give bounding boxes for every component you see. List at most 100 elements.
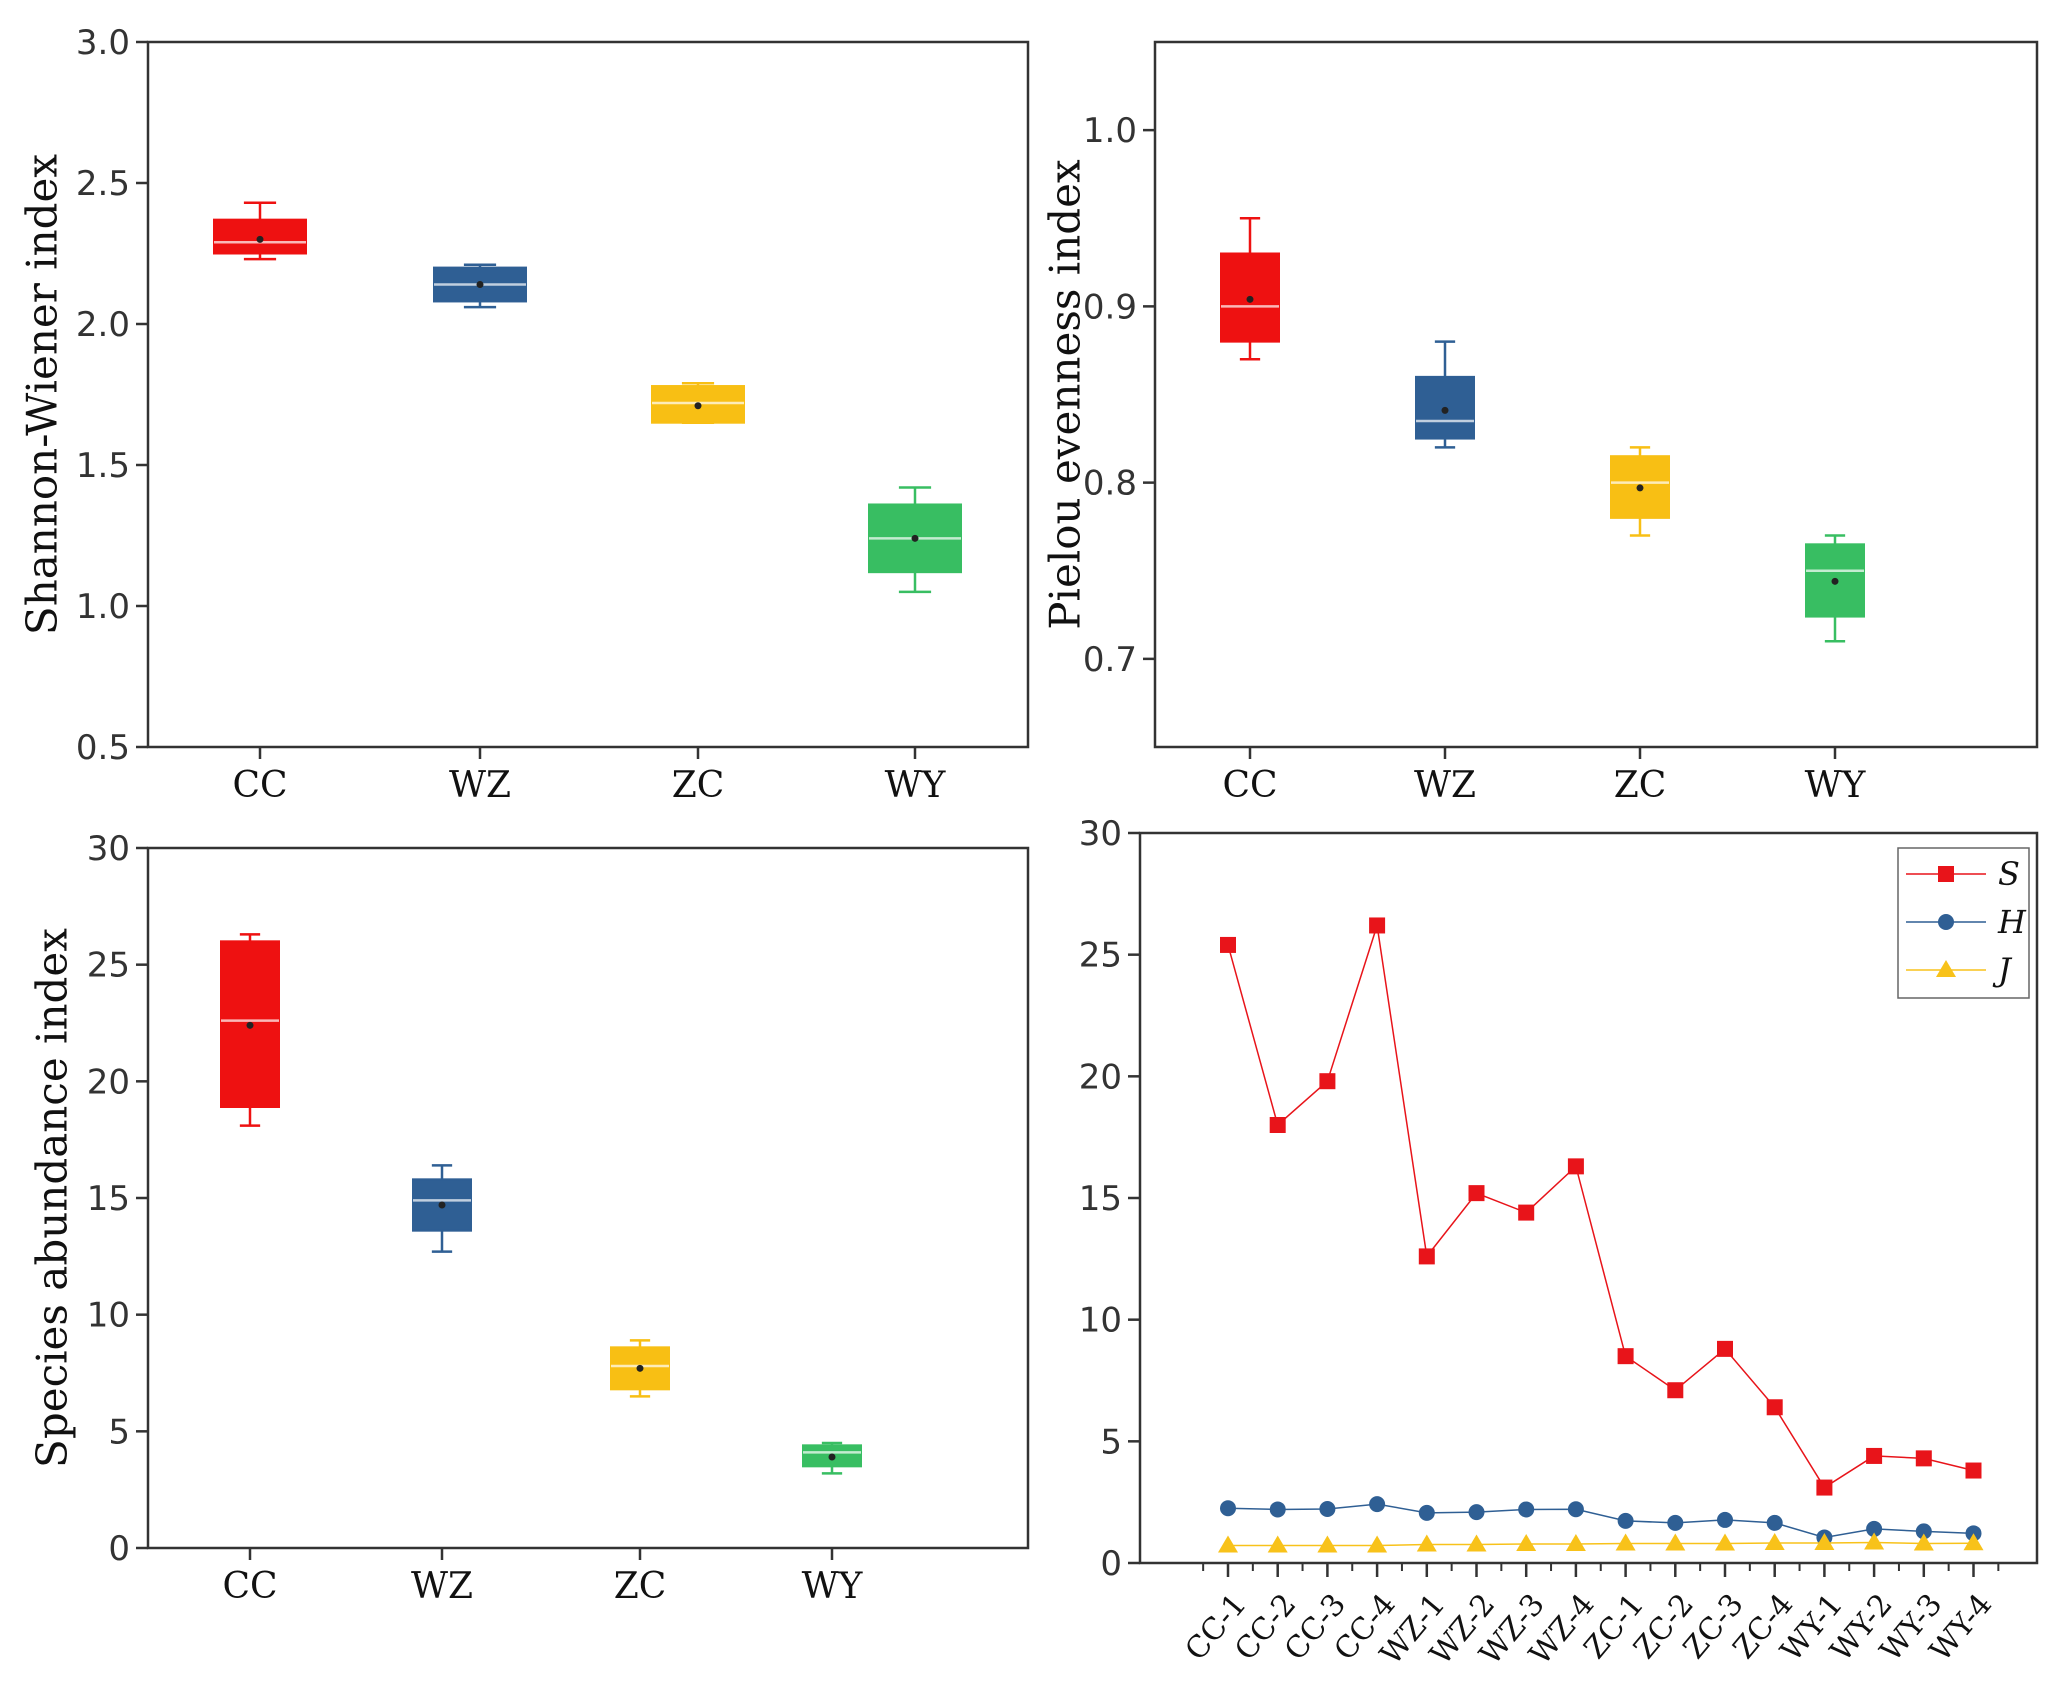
samples-point-J — [1218, 1535, 1238, 1553]
samples-point-H — [1319, 1500, 1336, 1517]
samples-legend: SHJ — [1897, 847, 2030, 999]
legend-marker-J — [1936, 960, 1956, 977]
species-mean-point — [636, 1364, 644, 1372]
samples-ytick-label: 15 — [1079, 1179, 1122, 1219]
samples-point-J — [1516, 1534, 1537, 1552]
samples-point-J — [1416, 1534, 1437, 1552]
species-box-WY: WY — [802, 1441, 864, 1607]
samples-point-H — [1369, 1496, 1386, 1513]
shannon-xtick-label: CC — [232, 765, 287, 806]
samples-point-S — [1766, 1399, 1783, 1416]
species-xtick-label: CC — [222, 1566, 277, 1607]
shannon-ytick-label: 1.0 — [76, 587, 130, 627]
samples-point-S — [1965, 1462, 1982, 1479]
shannon-ytick-label: 1.5 — [76, 446, 130, 486]
samples-chart: 051015202530CC-1CC-2CC-3CC-4WZ-1WZ-2WZ-3… — [1079, 814, 2039, 1672]
shannon-mean-point — [911, 534, 919, 542]
shannon-mean-point — [476, 281, 484, 289]
pielou-chart: 0.7 0.8 0.9 1.0 Pielou evenness index CC WZ ZC W… — [1041, 40, 2039, 806]
samples-point-J — [1615, 1533, 1636, 1551]
samples-point-S — [1816, 1479, 1833, 1496]
shannon-mean-point — [256, 235, 264, 243]
shannon-box-CC: CC — [213, 201, 307, 806]
shannon-chart: 0.5 1.0 1.5 2.0 2.5 3.0 Shannon-Wiener index CC… — [18, 23, 1030, 806]
samples-point-S — [1319, 1073, 1336, 1090]
samples-point-J — [1665, 1533, 1686, 1551]
legend-marker-S — [1938, 866, 1954, 882]
samples-point-J — [1913, 1533, 1934, 1551]
legend-frame — [1897, 847, 2030, 999]
samples-point-S — [1468, 1185, 1485, 1202]
samples-point-S — [1567, 1158, 1584, 1175]
samples-line-H — [1227, 1503, 1974, 1539]
shannon-box-ZC: ZC — [651, 381, 745, 806]
pielou-xtick-label: ZC — [1614, 765, 1667, 806]
samples-series-S — [1220, 917, 1982, 1496]
samples-ytick-label: 30 — [1079, 814, 1122, 854]
species-iqr-box — [610, 1346, 670, 1391]
samples-point-H — [1468, 1504, 1485, 1521]
samples-point-J — [1466, 1534, 1487, 1552]
pielou-mean-point — [1246, 295, 1254, 303]
shannon-xtick-label: WZ — [449, 765, 511, 806]
samples-point-S — [1717, 1340, 1733, 1357]
samples-point-S — [1866, 1447, 1883, 1464]
pielou-xtick-label: CC — [1222, 765, 1277, 806]
pielou-iqr-box — [1610, 455, 1670, 519]
samples-ytick-label: 25 — [1079, 936, 1122, 976]
species-mean-point — [828, 1453, 836, 1461]
samples-point-J — [1367, 1535, 1388, 1553]
shannon-ylabel: Shannon-Wiener index — [18, 154, 67, 635]
legend-marker-H — [1938, 914, 1954, 930]
samples-ytick-label: 20 — [1079, 1057, 1122, 1097]
samples-point-J — [1565, 1534, 1586, 1552]
samples-point-J — [1864, 1532, 1885, 1550]
species-box-CC: CC — [220, 933, 280, 1607]
shannon-mean-point — [694, 402, 702, 410]
shannon-ytick-label: 0.5 — [76, 728, 130, 768]
species-xtick-label: WZ — [411, 1566, 473, 1607]
shannon-ytick-label: 2.5 — [76, 164, 130, 204]
samples-point-H — [1220, 1500, 1236, 1517]
samples-point-H — [1915, 1523, 1932, 1540]
samples-point-H — [1667, 1514, 1684, 1531]
samples-point-S — [1915, 1450, 1932, 1467]
pielou-ytick-label: 1.0 — [1083, 111, 1137, 151]
pielou-ytick-label: 0.8 — [1083, 464, 1137, 504]
pielou-mean-point — [1441, 406, 1449, 414]
shannon-box-WZ: WZ — [433, 263, 527, 806]
legend-label-S: S — [1998, 855, 2020, 893]
shannon-ytick-label: 2.0 — [76, 305, 130, 345]
pielou-xtick-label: WY — [1805, 765, 1867, 806]
pielou-iqr-box — [1805, 543, 1865, 618]
legend-label-H: H — [1997, 903, 2027, 941]
samples-point-H — [1866, 1520, 1883, 1537]
pielou-mean-point — [1831, 577, 1839, 585]
species-xtick-label: WY — [802, 1566, 864, 1607]
species-box-WZ: WZ — [411, 1164, 473, 1607]
shannon-plot-frame — [146, 40, 1030, 749]
samples-ytick-label: 10 — [1079, 1301, 1122, 1341]
samples-point-J — [1317, 1535, 1338, 1553]
pielou-box-WY: WY — [1805, 534, 1867, 806]
samples-point-S — [1667, 1382, 1684, 1399]
species-ytick-label: 30 — [87, 829, 130, 869]
species-xtick-label: ZC — [614, 1566, 667, 1607]
species-ytick-label: 15 — [87, 1179, 130, 1219]
samples-point-S — [1518, 1204, 1535, 1221]
samples-ytick-label: 5 — [1100, 1422, 1122, 1462]
samples-point-J — [1267, 1535, 1288, 1553]
samples-ytick-label: 0 — [1100, 1544, 1122, 1584]
pielou-mean-point — [1636, 484, 1644, 492]
samples-point-H — [1269, 1501, 1286, 1518]
legend-label-J: J — [1992, 951, 2013, 989]
samples-point-S — [1369, 917, 1386, 934]
samples-point-J — [1963, 1533, 1984, 1551]
species-ytick-label: 20 — [87, 1062, 130, 1102]
pielou-box-WZ: WZ — [1414, 340, 1476, 806]
pielou-xtick-label: WZ — [1414, 765, 1476, 806]
samples-point-S — [1269, 1117, 1286, 1133]
species-ytick-label: 0 — [108, 1529, 130, 1569]
samples-point-H — [1766, 1514, 1783, 1531]
